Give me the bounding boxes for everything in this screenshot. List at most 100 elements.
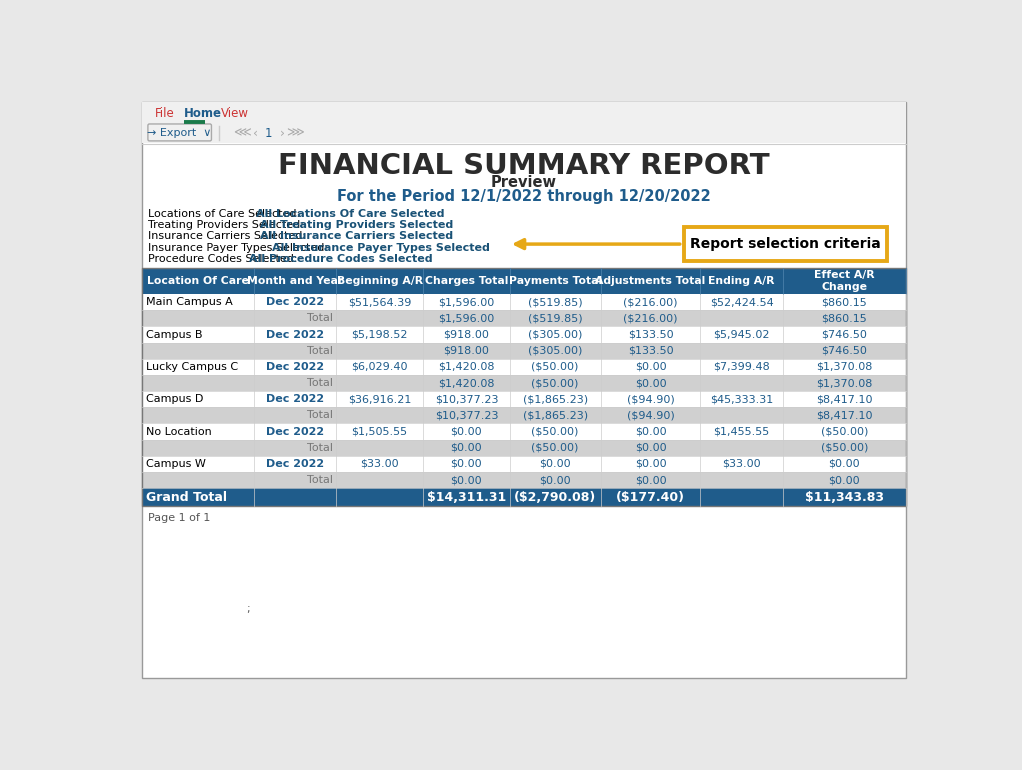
Text: Ending A/R: Ending A/R [708,276,775,286]
Text: $45,333.31: $45,333.31 [710,394,774,404]
Text: $0.00: $0.00 [829,459,861,469]
Text: ($305.00): ($305.00) [528,330,583,340]
Text: $0.00: $0.00 [540,459,571,469]
Text: $0.00: $0.00 [451,459,482,469]
Text: No Location: No Location [145,427,212,437]
Text: $0.00: $0.00 [635,459,666,469]
Bar [142,488,905,506]
Bar [142,456,905,472]
Text: $133.50: $133.50 [628,330,673,340]
Text: All Insurance Payer Types Selected: All Insurance Payer Types Selected [272,243,490,253]
Text: ›: › [279,127,284,139]
Text: Month and Year: Month and Year [247,276,343,286]
Text: Location Of Care: Location Of Care [147,276,248,286]
Text: $1,370.08: $1,370.08 [816,378,873,388]
Text: Payments Total: Payments Total [509,276,602,286]
FancyBboxPatch shape [148,124,212,141]
Text: Effect A/R
Change: Effect A/R Change [814,270,875,292]
Text: $10,377.23: $10,377.23 [434,410,498,420]
Text: ⋘: ⋘ [234,127,251,139]
Text: $5,945.02: $5,945.02 [713,330,770,340]
Text: $6,029.40: $6,029.40 [352,362,408,372]
Text: Total: Total [308,346,333,356]
Text: Adjustments Total: Adjustments Total [596,276,705,286]
Text: Dec 2022: Dec 2022 [266,427,324,437]
Text: $5,198.52: $5,198.52 [352,330,408,340]
Text: $0.00: $0.00 [635,362,666,372]
Bar [142,343,905,359]
Text: Charges Total: Charges Total [425,276,508,286]
Text: $746.50: $746.50 [822,330,868,340]
Bar [142,424,905,440]
Text: $8,417.10: $8,417.10 [816,410,873,420]
Text: Home: Home [184,107,222,119]
Text: $0.00: $0.00 [829,475,861,485]
Text: $918.00: $918.00 [444,330,490,340]
Text: ($50.00): ($50.00) [531,443,578,453]
Text: $918.00: $918.00 [444,346,490,356]
Text: $0.00: $0.00 [451,475,482,485]
Text: Total: Total [308,410,333,420]
Text: $1,420.08: $1,420.08 [438,378,495,388]
Bar [142,359,905,375]
Text: View: View [221,107,248,119]
Text: ($216.00): ($216.00) [623,297,678,307]
Text: Insurance Payer Types Selected:: Insurance Payer Types Selected: [148,243,331,253]
Text: Campus W: Campus W [145,459,205,469]
Text: $0.00: $0.00 [540,475,571,485]
Text: Procedure Codes Selected:: Procedure Codes Selected: [148,254,300,263]
Bar [142,326,905,343]
Text: Treating Providers Selected:: Treating Providers Selected: [148,220,308,230]
Text: $11,343.83: $11,343.83 [804,490,884,504]
Text: ($216.00): ($216.00) [623,313,678,323]
Text: ⋙: ⋙ [286,127,304,139]
Bar [142,102,905,123]
Text: $0.00: $0.00 [635,443,666,453]
Text: $0.00: $0.00 [451,427,482,437]
Text: ($519.85): ($519.85) [527,313,583,323]
Text: All Treating Providers Selected: All Treating Providers Selected [261,220,454,230]
Text: ($50.00): ($50.00) [821,427,868,437]
Text: ($519.85): ($519.85) [527,297,583,307]
Text: Dec 2022: Dec 2022 [266,362,324,372]
Text: $1,596.00: $1,596.00 [438,297,495,307]
Text: Insurance Carriers Selected:: Insurance Carriers Selected: [148,232,310,241]
Bar [142,268,905,506]
Text: Report selection criteria: Report selection criteria [690,237,881,251]
Text: ($50.00): ($50.00) [531,378,578,388]
Text: $133.50: $133.50 [628,346,673,356]
Text: $860.15: $860.15 [822,313,867,323]
Text: $7,399.48: $7,399.48 [713,362,770,372]
Text: All Locations Of Care Selected: All Locations Of Care Selected [257,209,445,219]
Text: ($2,790.08): ($2,790.08) [514,490,596,504]
Text: Total: Total [308,313,333,323]
Text: $33.00: $33.00 [723,459,760,469]
Text: $0.00: $0.00 [635,475,666,485]
Text: File: File [155,107,175,119]
Text: ($1,865.23): ($1,865.23) [522,394,588,404]
Bar [142,391,905,407]
Text: $1,505.55: $1,505.55 [352,427,408,437]
Text: Page 1 of 1: Page 1 of 1 [148,514,211,523]
Text: ‹: ‹ [253,127,259,139]
Bar [142,123,905,143]
Text: All Insurance Carriers Selected: All Insurance Carriers Selected [261,232,454,241]
Bar [142,268,905,294]
Text: Locations of Care Selected:: Locations of Care Selected: [148,209,304,219]
Text: Campus D: Campus D [145,394,203,404]
Text: $33.00: $33.00 [361,459,399,469]
Text: $860.15: $860.15 [822,297,867,307]
Text: Main Campus A: Main Campus A [145,297,232,307]
Text: ($94.90): ($94.90) [626,394,675,404]
Text: 1: 1 [265,127,273,139]
Text: ($50.00): ($50.00) [531,362,578,372]
Text: All Procedure Codes Selected: All Procedure Codes Selected [248,254,432,263]
Text: $0.00: $0.00 [451,443,482,453]
Text: Dec 2022: Dec 2022 [266,330,324,340]
Text: ($50.00): ($50.00) [821,443,868,453]
Text: ($305.00): ($305.00) [528,346,583,356]
Text: Total: Total [308,378,333,388]
Text: Beginning A/R: Beginning A/R [336,276,423,286]
Text: Lucky Campus C: Lucky Campus C [145,362,238,372]
Bar [142,294,905,310]
